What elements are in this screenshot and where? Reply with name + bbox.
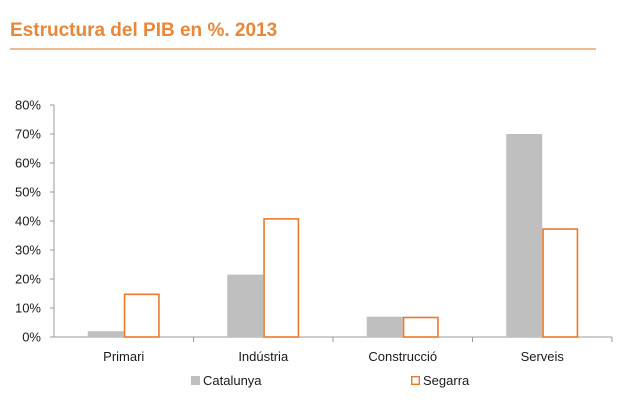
x-category-label: Primari	[103, 349, 144, 364]
legend-label: Segarra	[423, 373, 470, 388]
y-tick-label: 10%	[15, 301, 41, 316]
legend-label: Catalunya	[203, 373, 262, 388]
chart-title: Estructura del PIB en %. 2013	[10, 20, 278, 41]
legend-swatch	[191, 376, 200, 385]
y-tick-label: 30%	[15, 243, 41, 258]
bar-catalunya	[506, 134, 543, 337]
bar-catalunya	[87, 331, 124, 337]
x-category-label: Construcció	[368, 349, 437, 364]
bar-segarra	[123, 293, 160, 338]
bar-segarra	[402, 316, 439, 338]
y-tick-label: 40%	[15, 214, 41, 229]
bar-catalunya	[227, 274, 264, 337]
bar-catalunya	[366, 316, 403, 337]
x-category-label: Serveis	[521, 349, 565, 364]
y-tick-label: 80%	[15, 98, 41, 113]
y-tick-label: 20%	[15, 272, 41, 287]
bar-segarra	[263, 218, 300, 338]
x-category-label: Indústria	[238, 349, 289, 364]
title-underline	[10, 48, 596, 50]
y-tick-label: 0%	[22, 330, 41, 345]
bar-segarra	[542, 228, 579, 338]
legend-swatch	[411, 376, 421, 386]
y-tick-label: 70%	[15, 127, 41, 142]
y-tick-label: 60%	[15, 156, 41, 171]
y-tick-label: 50%	[15, 185, 41, 200]
